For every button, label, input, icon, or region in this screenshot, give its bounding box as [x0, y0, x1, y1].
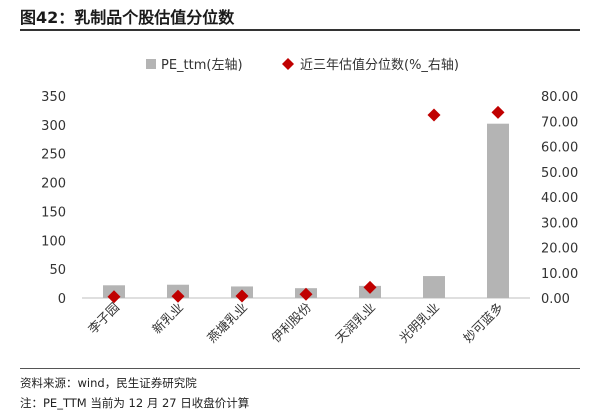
figure-title: 图42：乳制品个股估值分位数	[20, 8, 235, 27]
legend-scatter-label: 近三年估值分位数(%_右轴)	[300, 57, 459, 73]
percentile-marker	[363, 280, 377, 294]
legend-diamond-swatch	[282, 58, 294, 70]
scatter-series	[107, 105, 505, 304]
percentile-marker	[299, 287, 313, 301]
left-tick-label: 150	[41, 205, 66, 220]
left-tick-label: 200	[41, 177, 66, 192]
category-labels: 李子园 新乳业 燕塘乳业 伊利股份 天润乳业 光明乳业 妙可蓝多	[85, 299, 506, 345]
left-tick-label: 300	[41, 119, 66, 134]
left-tick-label: 0	[58, 292, 66, 307]
legend-bar-swatch	[146, 59, 156, 69]
footer-rule	[20, 368, 580, 369]
percentile-marker	[107, 290, 121, 304]
percentile-marker	[235, 289, 249, 303]
source-note: 资料来源：wind，民生证券研究院	[20, 376, 197, 390]
right-tick-label: 40.00	[541, 191, 578, 206]
percentile-marker	[427, 108, 441, 122]
left-tick-label: 100	[41, 234, 66, 249]
right-tick-label: 10.00	[541, 267, 578, 282]
pe-bar	[487, 123, 509, 299]
right-tick-label: 50.00	[541, 166, 578, 181]
left-tick-label: 250	[41, 148, 66, 163]
right-tick-label: 30.00	[541, 216, 578, 231]
right-tick-label: 60.00	[541, 141, 578, 156]
right-tick-label: 80.00	[541, 90, 578, 105]
pe-bar	[423, 276, 445, 298]
category-label: 新乳业	[149, 300, 186, 337]
bar-series	[103, 123, 509, 299]
category-label: 妙可蓝多	[460, 300, 506, 346]
chart: PE_ttm(左轴) 近三年估值分位数(%_右轴) 0 50 100 150 200 25…	[41, 57, 578, 345]
footnote: 注：PE_TTM 当前为 12 月 27 日收盘价计算	[20, 396, 250, 410]
percentile-marker	[491, 105, 505, 119]
right-tick-label: 20.00	[541, 242, 578, 257]
category-label: 天润乳业	[332, 300, 378, 346]
category-label: 李子园	[85, 300, 122, 337]
right-axis-ticks: 0.00 10.00 20.00 30.00 40.00 50.00 60.00 70.00 8…	[541, 90, 578, 307]
right-tick-label: 70.00	[541, 115, 578, 130]
category-label: 燕塘乳业	[204, 300, 250, 346]
chart-legend: PE_ttm(左轴) 近三年估值分位数(%_右轴)	[146, 57, 459, 73]
left-tick-label: 350	[41, 90, 66, 105]
title-rule	[20, 29, 580, 31]
category-label: 光明乳业	[396, 300, 442, 346]
right-tick-label: 0.00	[541, 292, 570, 307]
category-label: 伊利股份	[268, 299, 314, 345]
left-axis-ticks: 0 50 100 150 200 250 300 350	[41, 90, 66, 307]
legend-bar-label: PE_ttm(左轴)	[161, 58, 243, 73]
percentile-marker	[171, 289, 185, 303]
left-tick-label: 50	[49, 263, 66, 278]
